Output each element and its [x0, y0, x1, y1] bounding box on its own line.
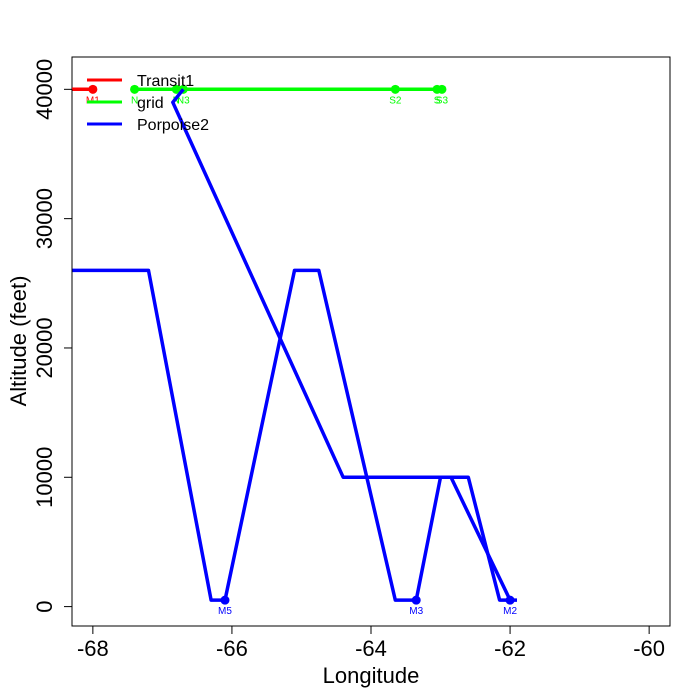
porpoise2-point [505, 595, 515, 605]
porpoise2-point-label: M2 [503, 606, 517, 617]
y-tick-label: 0 [32, 600, 57, 612]
x-tick-label: -64 [355, 636, 387, 661]
porpoise2-line [171, 88, 512, 601]
legend-label: grid [137, 95, 164, 112]
grid-point-label: N [173, 95, 180, 106]
legend: Transit1 grid Porpoise2 [87, 73, 209, 134]
grid-point [171, 84, 181, 94]
y-axis-title: Altitude (feet) [6, 276, 31, 407]
y-tick-label: 20000 [32, 317, 57, 378]
porpoise2-point-label: M5 [218, 606, 232, 617]
grid-point [390, 84, 400, 94]
grid-point-label: S [434, 95, 441, 106]
transit1-point [88, 84, 98, 94]
y-tick-label: 10000 [32, 447, 57, 508]
grid-point [130, 84, 140, 94]
y-tick-label: 30000 [32, 188, 57, 249]
legend-label: Transit1 [137, 73, 194, 90]
grid-point [437, 84, 447, 94]
grid-point-label: S3 [436, 95, 449, 106]
series-layer: M1NNN3S2SS3M5M3M2 [72, 84, 517, 617]
grid-point-label: N3 [177, 95, 190, 106]
x-tick-label: -66 [216, 636, 248, 661]
porpoise2-line [72, 268, 517, 602]
y-axis: 0 10000 20000 30000 40000 [32, 59, 73, 613]
x-axis: -68 -66 -64 -62 -60 [77, 625, 665, 661]
x-tick-label: -68 [77, 636, 109, 661]
y-tick-label: 40000 [32, 59, 57, 120]
porpoise2-point [220, 595, 230, 605]
porpoise2-point [411, 595, 421, 605]
grid-point-label: N [131, 95, 138, 106]
x-axis-title: Longitude [323, 663, 420, 688]
x-tick-label: -60 [633, 636, 665, 661]
x-tick-label: -62 [494, 636, 526, 661]
grid-point-label: S2 [389, 95, 402, 106]
porpoise2-point-label: M3 [409, 606, 423, 617]
legend-label: Porpoise2 [137, 117, 209, 134]
